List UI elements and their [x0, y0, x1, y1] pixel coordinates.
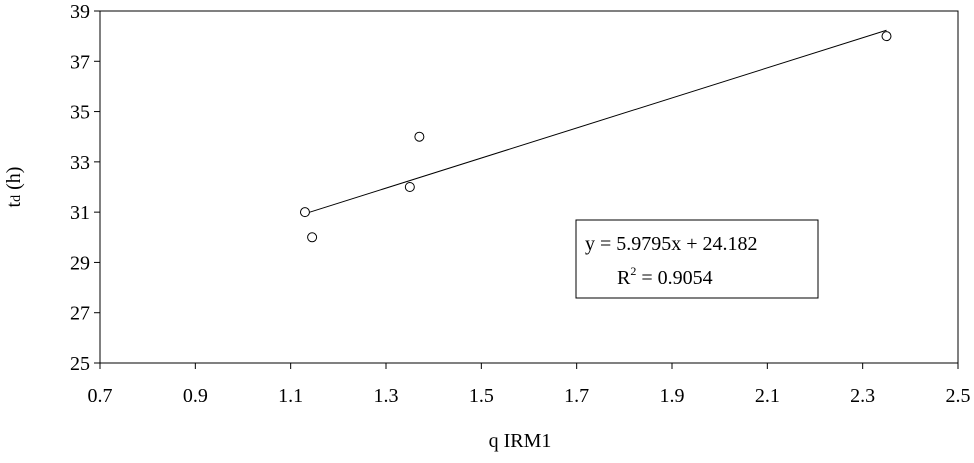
x-tick-label: 1.5	[469, 385, 494, 407]
y-tick-label: 31	[70, 202, 90, 224]
point	[404, 182, 415, 192]
x-axis-title: q IRM1	[489, 430, 552, 452]
y-tick-label: 37	[70, 51, 90, 73]
r2-sup: 2	[630, 264, 636, 278]
y-tick-label: 27	[70, 303, 90, 325]
x-tick-label: 0.9	[183, 385, 208, 407]
r2-text: = 0.9054	[636, 267, 712, 289]
x-tick-label: 2.1	[755, 385, 780, 407]
point	[299, 207, 310, 218]
point	[307, 232, 318, 243]
plot-frame	[99, 10, 959, 364]
point	[414, 131, 425, 142]
trendline	[304, 29, 887, 215]
x-tick-label: 1.7	[564, 385, 589, 407]
r2-base: R	[617, 267, 631, 289]
annotation-box	[575, 219, 819, 299]
y-tick-label: 39	[70, 1, 90, 23]
y-tick-label: 25	[70, 353, 90, 375]
y-title-main: t	[3, 201, 25, 207]
y-tick-label: 35	[70, 102, 90, 124]
x-tick-label: 1.3	[374, 385, 399, 407]
x-tick-label: 2.5	[946, 385, 971, 407]
y-title-rest: (h)	[3, 167, 25, 195]
y-axis-title: td (h)	[3, 167, 25, 208]
x-tick-label: 0.7	[88, 385, 113, 407]
r-squared: R2 = 0.9054	[617, 264, 713, 289]
x-tick-label: 1.9	[660, 385, 685, 407]
y-tick-label: 29	[70, 252, 90, 274]
equation: y = 5.9795x + 24.182	[585, 233, 758, 255]
point	[881, 31, 892, 42]
x-tick-label: 1.1	[278, 385, 303, 407]
y-title-sub: d	[9, 195, 24, 202]
x-tick-label: 2.3	[850, 385, 875, 407]
y-tick-label: 33	[70, 152, 90, 174]
